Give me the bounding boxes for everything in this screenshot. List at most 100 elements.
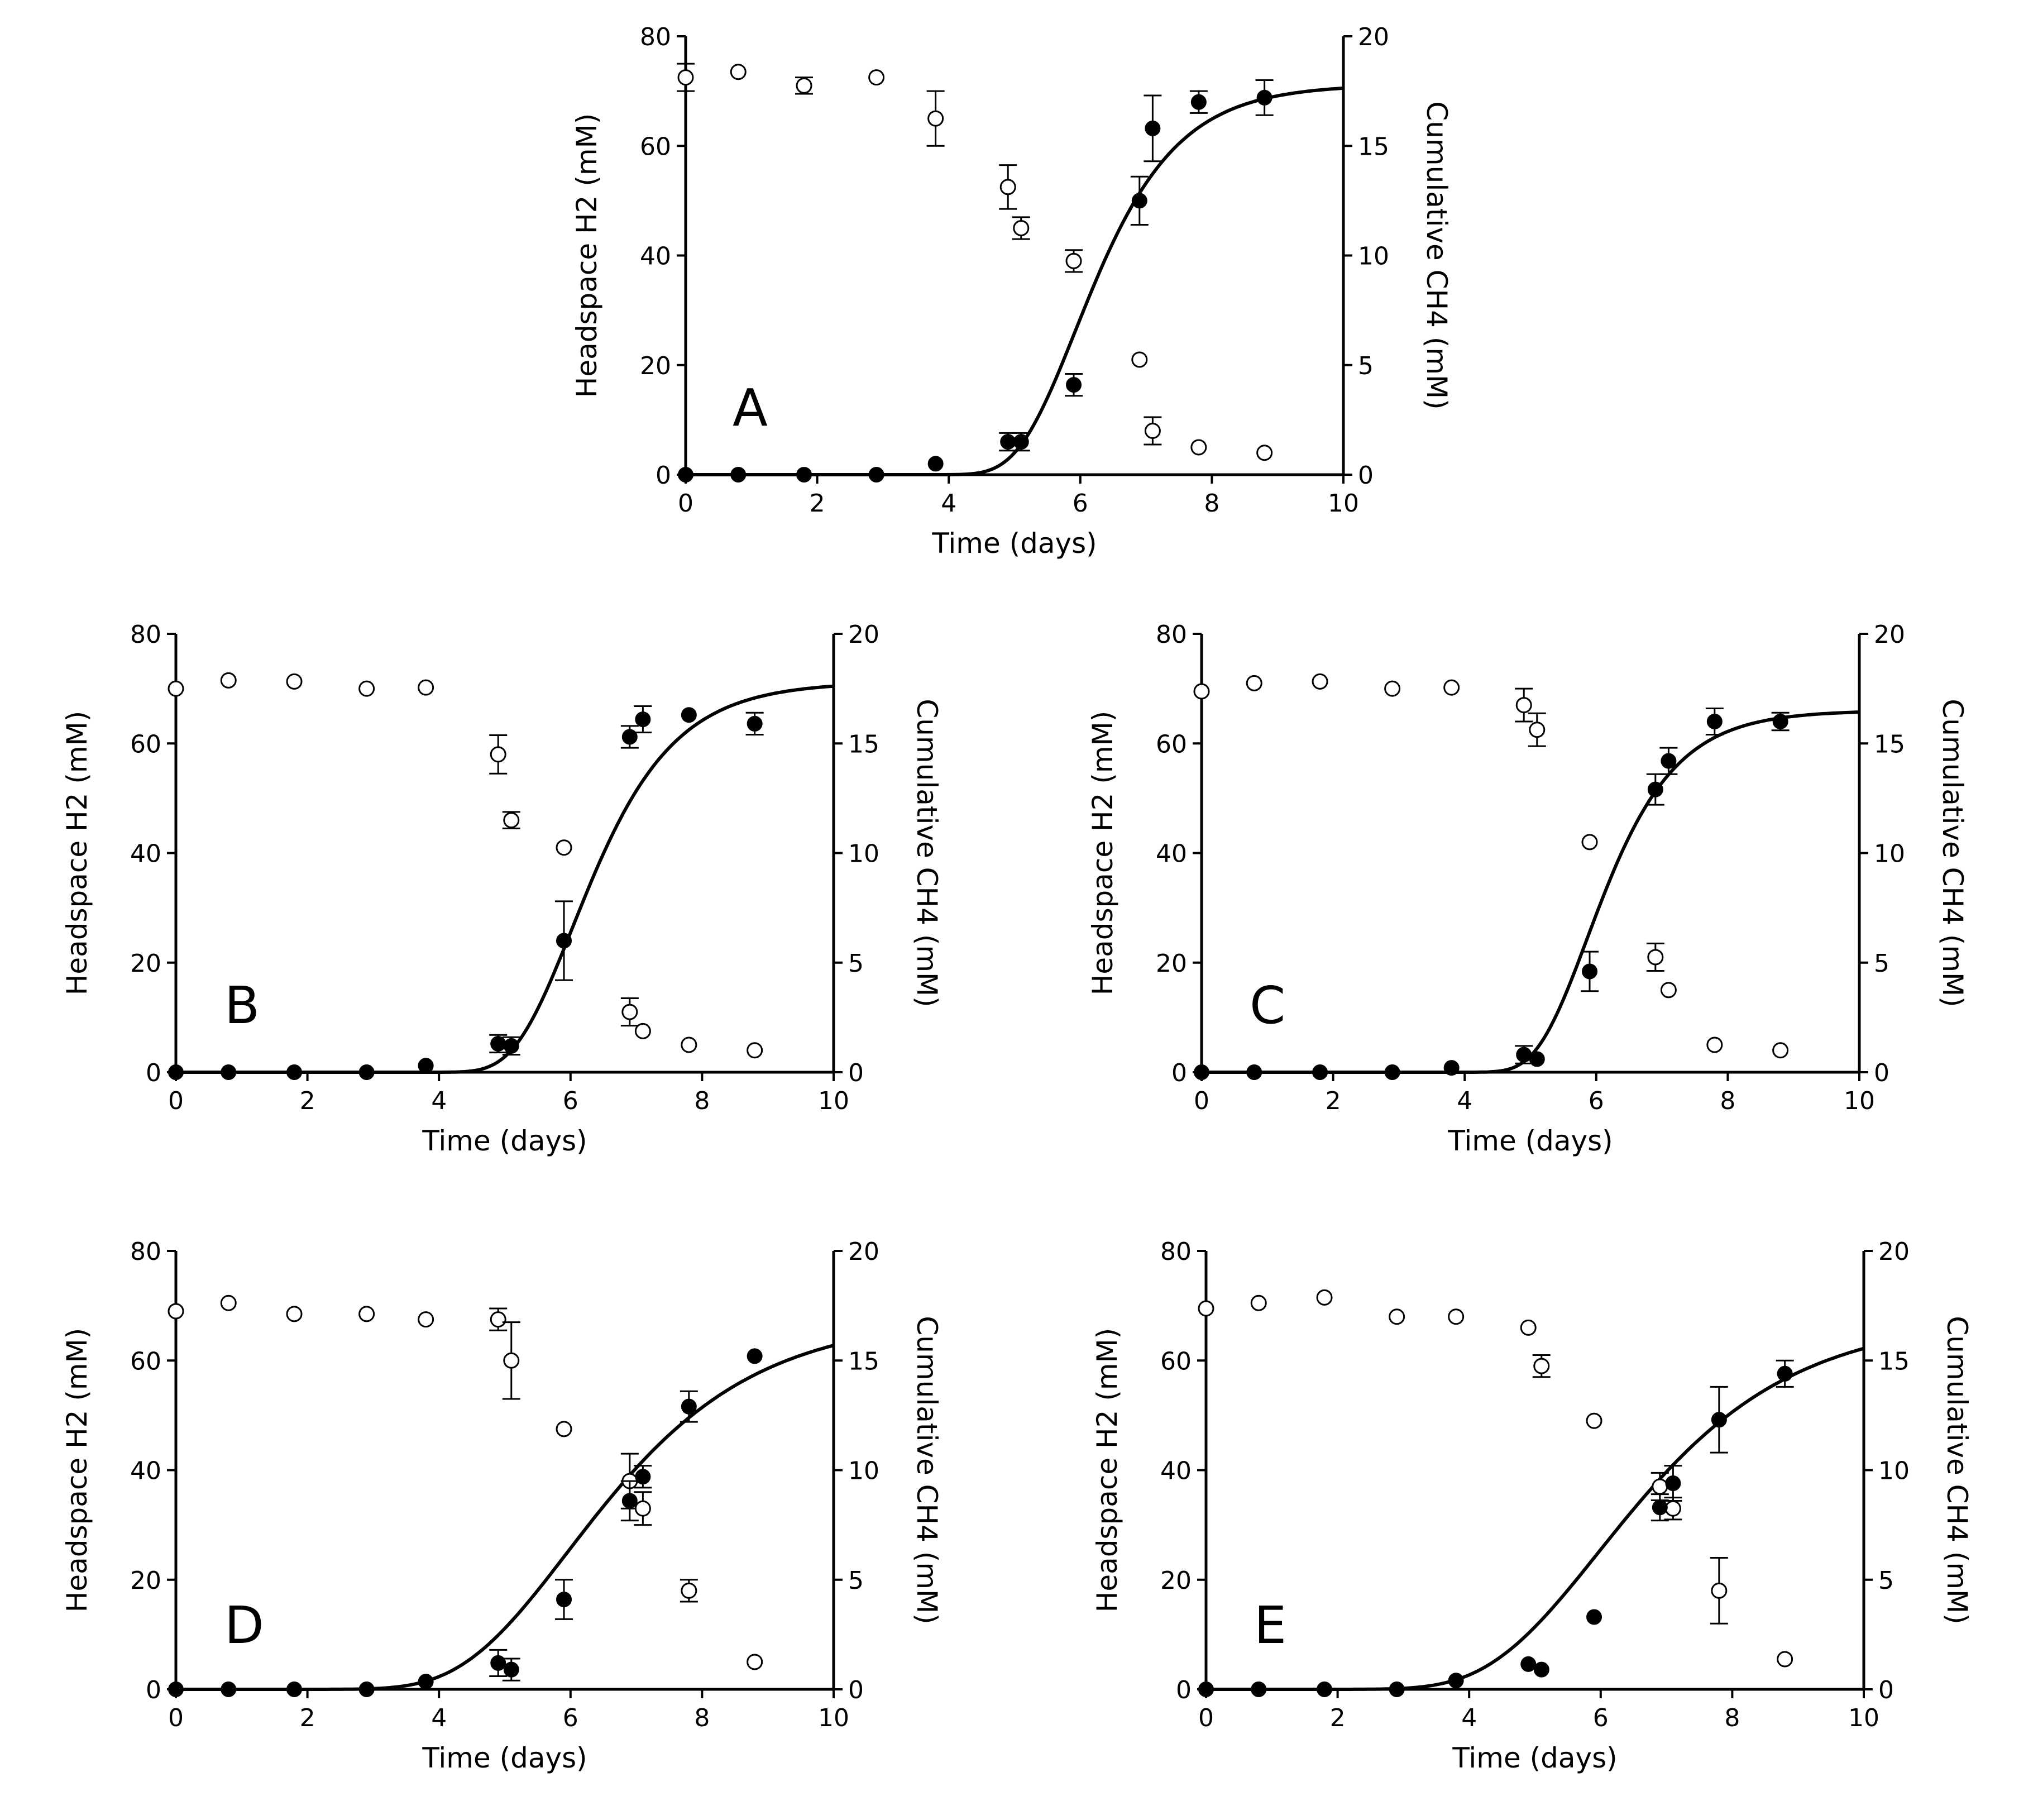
h2-point	[796, 77, 812, 94]
h2-point	[747, 1042, 763, 1059]
h2-point	[1647, 949, 1664, 966]
y-right-tick-label: 20	[848, 620, 879, 649]
y-axis-title-left: Headspace H2 (mM)	[61, 711, 93, 995]
h2-point	[1312, 673, 1328, 690]
ch4-point	[621, 1493, 638, 1509]
x-tick-label: 2	[300, 1704, 315, 1732]
ch4-point	[1516, 1047, 1532, 1063]
h2-point	[503, 1352, 520, 1369]
h2-point	[358, 680, 375, 697]
ch4-point	[1533, 1661, 1549, 1678]
x-tick-label: 0	[168, 1704, 184, 1732]
ch4-point	[221, 1682, 237, 1697]
ch4-point	[1711, 1412, 1727, 1428]
y-right-tick-label: 15	[1874, 730, 1905, 758]
h2-point	[1660, 982, 1677, 999]
ch4-point	[1190, 94, 1207, 110]
y-left-tick-label: 40	[1156, 840, 1187, 868]
x-tick-label: 0	[1194, 1087, 1209, 1115]
h2-point	[621, 1004, 638, 1020]
y-right-tick-label: 20	[1878, 1238, 1910, 1266]
ch4-point	[747, 1348, 763, 1364]
ch4-point	[1582, 963, 1598, 980]
x-tick-label: 2	[1326, 1087, 1341, 1115]
x-tick-label: 8	[694, 1087, 710, 1115]
ch4-point	[1246, 1064, 1262, 1080]
y-left-tick-label: 80	[640, 23, 671, 51]
fit-curve	[176, 1344, 834, 1691]
h2-point	[1777, 1651, 1793, 1668]
h2-point	[1586, 1412, 1602, 1429]
y-right-tick-label: 5	[848, 1566, 864, 1595]
ch4-point	[635, 1469, 651, 1485]
x-tick-label: 6	[1593, 1704, 1609, 1732]
x-tick-label: 10	[1848, 1704, 1879, 1732]
h2-point	[1131, 351, 1148, 368]
h2-point	[1193, 683, 1210, 700]
ch4-point	[1661, 753, 1677, 769]
x-axis-title: Time (days)	[931, 527, 1097, 560]
h2-point	[1316, 1289, 1333, 1306]
y-right-tick-label: 0	[1878, 1676, 1894, 1704]
y-left-tick-label: 60	[640, 132, 671, 161]
ch4-point	[556, 933, 572, 949]
x-axis-title: Time (days)	[422, 1742, 587, 1774]
y-right-tick-label: 15	[848, 1347, 879, 1375]
x-tick-label: 8	[694, 1704, 710, 1732]
y-axis-title-right: Cumulative CH4 (mM)	[1420, 101, 1453, 409]
x-tick-label: 8	[1720, 1087, 1735, 1115]
ch4-point	[490, 1035, 506, 1052]
ch4-point	[503, 1661, 519, 1678]
h2-point	[418, 679, 434, 696]
y-right-tick-label: 20	[1358, 23, 1389, 51]
y-left-tick-label: 60	[1156, 730, 1187, 758]
ch4-point	[927, 456, 944, 472]
h2-point	[927, 110, 944, 127]
ch4-point	[1529, 1051, 1545, 1067]
ch4-point	[1389, 1682, 1405, 1697]
h2-point	[681, 1036, 697, 1053]
h2-point	[1664, 1500, 1681, 1517]
ch4-point	[1312, 1064, 1328, 1080]
h2-point	[1529, 722, 1546, 738]
h2-point	[1198, 1300, 1214, 1317]
y-left-tick-label: 80	[130, 1238, 161, 1266]
h2-point	[490, 1311, 506, 1328]
panel-letter: C	[1250, 976, 1285, 1035]
y-right-tick-label: 10	[1878, 1457, 1910, 1485]
ch4-point	[1384, 1064, 1400, 1080]
y-left-tick-label: 60	[130, 1347, 161, 1375]
fit-curve	[686, 86, 1344, 476]
y-left-tick-label: 80	[130, 620, 161, 649]
ch4-point	[358, 1682, 375, 1697]
h2-point	[1520, 1319, 1537, 1336]
ch4-point	[681, 1398, 697, 1415]
ch4-point	[681, 707, 697, 723]
h2-point	[1581, 834, 1598, 851]
y-axis-title-left: Headspace H2 (mM)	[1087, 711, 1119, 995]
x-axis-title: Time (days)	[1447, 1125, 1613, 1157]
x-tick-label: 4	[941, 489, 956, 518]
x-tick-label: 10	[818, 1704, 849, 1732]
h2-point	[1711, 1582, 1728, 1599]
ch4-point	[868, 467, 884, 483]
h2-point	[1652, 1478, 1668, 1495]
ch4-point	[490, 1655, 506, 1671]
ch4-point	[1198, 1682, 1214, 1697]
x-tick-label: 8	[1724, 1704, 1740, 1732]
h2-point	[168, 680, 184, 697]
panel-letter: A	[733, 378, 768, 438]
h2-point	[1065, 252, 1082, 269]
y-left-tick-label: 60	[130, 730, 161, 758]
ch4-point	[1652, 1499, 1668, 1516]
h2-point	[1144, 423, 1161, 439]
y-left-tick-label: 0	[146, 1676, 161, 1704]
ch4-point	[1131, 193, 1147, 209]
h2-point	[634, 1500, 651, 1517]
ch4-point	[1448, 1673, 1464, 1689]
